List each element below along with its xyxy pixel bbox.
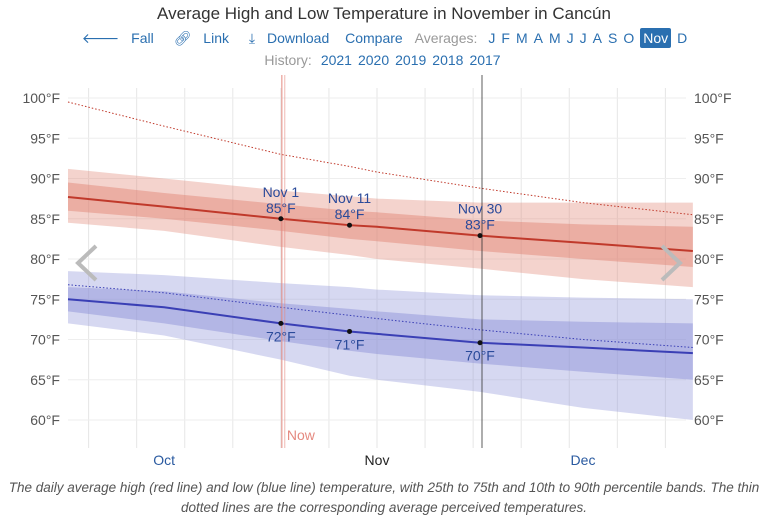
y-tick-right: 75°F bbox=[694, 291, 724, 307]
download-icon: ⤓ bbox=[248, 30, 256, 46]
chevron-right-icon[interactable] bbox=[660, 244, 683, 282]
nav-bar: 🡐 Fall 🔗︎ Link ⤓ Download Compare Averag… bbox=[0, 28, 768, 48]
annotation-high: 83°F bbox=[465, 217, 495, 233]
high-point bbox=[278, 216, 284, 222]
history-year-2017[interactable]: 2017 bbox=[469, 52, 501, 68]
y-tick-right: 85°F bbox=[694, 211, 724, 227]
temperature-chart: 100°F 100°F 95°F 95°F 90°F 90°F 85°F 85°F 80°F 80… bbox=[22, 75, 732, 468]
x-tick-oct: Oct bbox=[153, 452, 175, 468]
annotation-high: 85°F bbox=[266, 200, 296, 216]
month-link-7[interactable]: A bbox=[592, 30, 602, 46]
y-tick-left: 90°F bbox=[30, 171, 60, 187]
month-link-6[interactable]: J bbox=[579, 30, 587, 46]
y-tick-left: 75°F bbox=[30, 291, 60, 307]
y-tick-left: 65°F bbox=[30, 372, 60, 388]
now-label: Now bbox=[287, 427, 316, 443]
low-line bbox=[67, 298, 693, 355]
low-point bbox=[347, 328, 353, 334]
month-links: J F M A M J J A S O Nov D bbox=[485, 28, 690, 48]
history-year-2018[interactable]: 2018 bbox=[432, 52, 464, 68]
annotation-date: Nov 11 bbox=[328, 190, 372, 206]
history-year-2020[interactable]: 2020 bbox=[357, 52, 390, 68]
low-point bbox=[278, 320, 284, 326]
history-label: History: bbox=[264, 52, 312, 68]
y-tick-left: 80°F bbox=[30, 251, 60, 267]
chart-caption: The daily average high (red line) and lo… bbox=[8, 480, 760, 515]
month-link-11[interactable]: D bbox=[677, 30, 688, 46]
y-tick-right: 100°F bbox=[694, 90, 732, 106]
annotation-low: 70°F bbox=[465, 348, 495, 364]
low-band-10-90 bbox=[68, 271, 693, 420]
link-button[interactable]: 🔗︎ Link bbox=[173, 30, 229, 46]
averages-label: Averages: bbox=[414, 30, 478, 46]
annotation-date: Nov 1 bbox=[263, 184, 300, 200]
month-link-10[interactable]: Nov bbox=[640, 28, 672, 48]
high-point bbox=[477, 233, 483, 239]
y-tick-right: 70°F bbox=[694, 332, 724, 348]
history-year-2021[interactable]: 2021 bbox=[320, 52, 352, 68]
y-tick-right: 90°F bbox=[694, 171, 724, 187]
month-link-3[interactable]: A bbox=[533, 30, 543, 46]
y-tick-left: 85°F bbox=[30, 211, 60, 227]
history-year-2019[interactable]: 2019 bbox=[395, 52, 427, 68]
y-tick-left: 95°F bbox=[30, 130, 60, 146]
link-icon: 🔗︎ bbox=[173, 30, 192, 46]
high-band-25-75 bbox=[68, 182, 693, 268]
y-tick-right: 60°F bbox=[694, 412, 724, 428]
annotation-low: 72°F bbox=[266, 328, 296, 344]
month-link-1[interactable]: F bbox=[501, 30, 510, 46]
y-tick-left: 100°F bbox=[22, 90, 60, 106]
history-years: 2021 2020 2019 2018 2017 bbox=[318, 52, 504, 68]
low-perceived-line bbox=[67, 284, 693, 349]
arrow-left-icon: 🡐 bbox=[81, 30, 120, 46]
y-tick-right: 80°F bbox=[694, 251, 724, 267]
high-perceived-line bbox=[67, 101, 693, 216]
chart-title: Average High and Low Temperature in Nove… bbox=[157, 4, 611, 23]
annotation-low: 71°F bbox=[335, 336, 365, 352]
y-tick-left: 60°F bbox=[30, 412, 60, 428]
fall-link[interactable]: 🡐 Fall bbox=[81, 30, 154, 46]
high-point bbox=[347, 222, 353, 228]
month-link-9[interactable]: O bbox=[623, 30, 635, 46]
compare-link[interactable]: Compare bbox=[345, 30, 403, 46]
annotation-date: Nov 30 bbox=[458, 201, 503, 217]
y-tick-left: 70°F bbox=[30, 332, 60, 348]
month-link-5[interactable]: J bbox=[566, 30, 574, 46]
y-tick-right: 95°F bbox=[694, 130, 724, 146]
chevron-left-icon[interactable] bbox=[75, 244, 98, 282]
low-point bbox=[477, 340, 483, 346]
month-link-0[interactable]: J bbox=[488, 30, 496, 46]
high-line bbox=[67, 196, 693, 252]
month-link-4[interactable]: M bbox=[548, 30, 561, 46]
y-tick-right: 65°F bbox=[694, 372, 724, 388]
x-tick-nov: Nov bbox=[365, 452, 390, 468]
x-tick-dec: Dec bbox=[571, 452, 596, 468]
annotation-high: 84°F bbox=[335, 206, 365, 222]
history-bar: History: 2021 2020 2019 2018 2017 bbox=[0, 52, 768, 68]
month-link-8[interactable]: S bbox=[607, 30, 618, 46]
month-link-2[interactable]: M bbox=[515, 30, 528, 46]
download-button[interactable]: ⤓ Download bbox=[248, 30, 330, 46]
